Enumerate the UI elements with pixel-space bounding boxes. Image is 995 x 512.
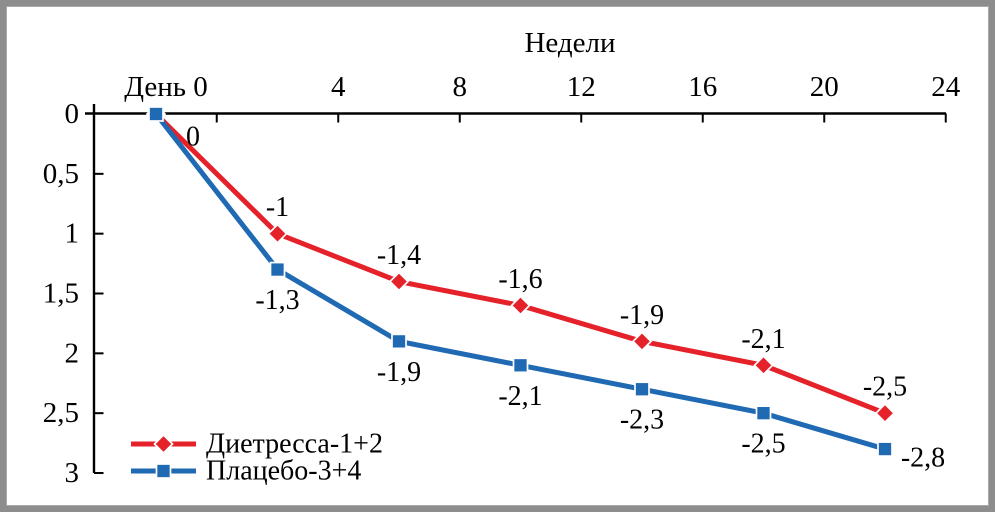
data-point-marker [391, 333, 407, 350]
data-point-label: -1 [266, 192, 289, 223]
legend-swatches [131, 433, 196, 479]
data-point-label: -2,5 [863, 372, 907, 403]
data-point-label: -2,1 [741, 324, 785, 355]
x-tick-label: 8 [453, 71, 468, 103]
data-point-label: -1,4 [377, 240, 421, 271]
data-point-marker [634, 381, 650, 398]
line-chart: Недели День 0 4 8 12 16 20 24 0 0,5 1 1,5 2 2,5 3 0 -1… [43, 27, 961, 489]
data-point-marker [877, 441, 893, 457]
data-point-label: -2,8 [901, 443, 945, 474]
data-point-label: -1,3 [255, 285, 299, 316]
y-tick-label: 0,5 [43, 158, 79, 190]
data-point-label: -1,6 [498, 264, 542, 295]
x-tick-label: 24 [931, 71, 961, 103]
data-point-marker [153, 433, 174, 455]
data-point-marker [755, 405, 772, 422]
y-tick-label: 2 [65, 337, 80, 369]
y-tick-label: 1 [65, 218, 80, 250]
data-point-marker [512, 357, 529, 374]
x-tick-label: 20 [810, 71, 839, 103]
y-tick-label: 1,5 [43, 278, 79, 310]
x-tick-label: День 0 [124, 71, 208, 103]
data-point-label: 0 [186, 122, 200, 153]
plot-area: 0 -1 -1,4 -1,6 -1,9 -2,1 -2,5 -1,3 -1,9 -2,1 -2,3 -… [145, 103, 945, 474]
legend-label-placebo: Плацебо-3+4 [206, 456, 361, 487]
x-tick-label: 16 [688, 71, 717, 103]
data-point-marker [388, 271, 410, 292]
data-point-marker [753, 355, 774, 376]
data-point-label: -2,1 [498, 381, 542, 412]
data-point-marker [155, 463, 172, 479]
data-point-marker [874, 402, 896, 424]
data-point-label: -1,9 [620, 300, 664, 331]
data-point-marker [631, 331, 653, 352]
data-point-marker [267, 223, 288, 244]
x-axis-title: Недели [524, 27, 615, 59]
x-tick-label: 4 [331, 71, 346, 103]
axes: День 0 4 8 12 16 20 24 0 0,5 1 1,5 2 2,5 3 [43, 71, 961, 489]
y-tick-label: 2,5 [43, 397, 79, 429]
legend-label-dietressa: Диетресса-1+2 [206, 429, 383, 460]
x-tick-label: 12 [567, 71, 596, 103]
data-point-marker [148, 106, 164, 122]
data-point-marker [510, 295, 531, 316]
data-point-label: -1,9 [377, 357, 421, 388]
y-tick-label: 3 [65, 457, 80, 489]
legend: Диетресса-1+2 Плацебо-3+4 [131, 429, 383, 487]
y-tick-label: 0 [65, 98, 80, 130]
data-point-label: -2,5 [741, 429, 785, 460]
data-point-label: -2,3 [620, 405, 664, 436]
data-point-marker [269, 261, 286, 278]
